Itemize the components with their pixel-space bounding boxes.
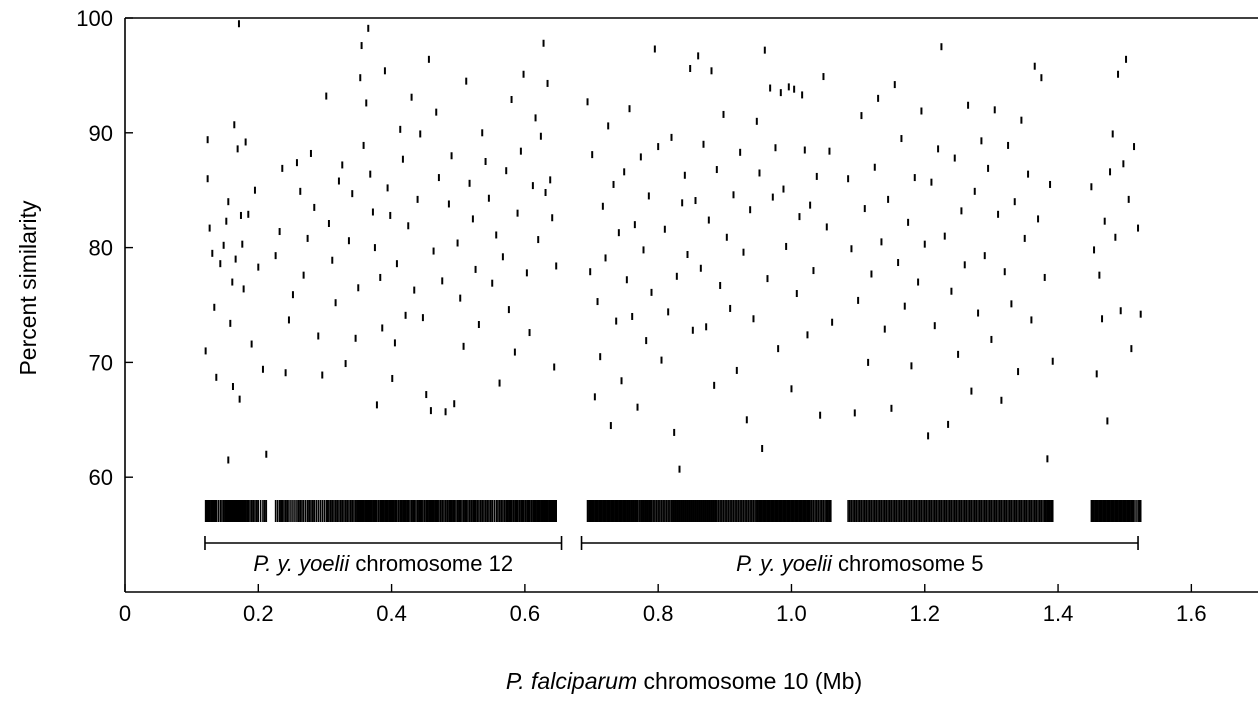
x-tick-label: 0.6 [510, 601, 541, 626]
y-tick-label: 90 [89, 121, 113, 146]
x-axis-title-italic: P. falciparum [506, 668, 637, 694]
x-tick-label: 0.2 [243, 601, 274, 626]
x-tick-label: 1.0 [776, 601, 807, 626]
x-tick-label: 1.6 [1176, 601, 1207, 626]
x-axis-title-rest: chromosome 10 (Mb) [637, 668, 862, 694]
block-label-italic: P. y. yoelii [253, 551, 350, 576]
x-axis-title: P. falciparum chromosome 10 (Mb) [506, 668, 862, 694]
block-label-rest: chromosome 12 [349, 551, 513, 576]
x-axis: 0 0.2 0.4 0.6 0.8 1.0 1.2 1.4 1.6 [119, 584, 1207, 626]
y-tick-label: 100 [76, 6, 113, 31]
y-tick-label: 60 [89, 465, 113, 490]
plot-frame [124, 17, 1258, 593]
x-tick-label: 1.2 [909, 601, 940, 626]
synteny-blocks: P. y. yoelii chromosome 12 P. y. yoelii c… [204, 536, 1139, 576]
block-label-rest: chromosome 5 [832, 551, 984, 576]
block-label-italic: P. y. yoelii [736, 551, 833, 576]
block-label: P. y. yoelii chromosome 5 [736, 551, 983, 576]
y-tick-label: 70 [89, 350, 113, 375]
y-axis-title: Percent similarity [15, 200, 41, 376]
y-axis: 60 70 80 90 100 [76, 6, 133, 490]
x-tick-label: 0.8 [643, 601, 674, 626]
x-tick-label: 0.4 [376, 601, 407, 626]
y-tick-label: 80 [89, 236, 113, 261]
x-tick-label: 1.4 [1043, 601, 1074, 626]
x-tick-label: 0 [119, 601, 131, 626]
rug-layer [204, 500, 1142, 522]
points-layer [204, 20, 1142, 473]
block-label: P. y. yoelii chromosome 12 [253, 551, 513, 576]
